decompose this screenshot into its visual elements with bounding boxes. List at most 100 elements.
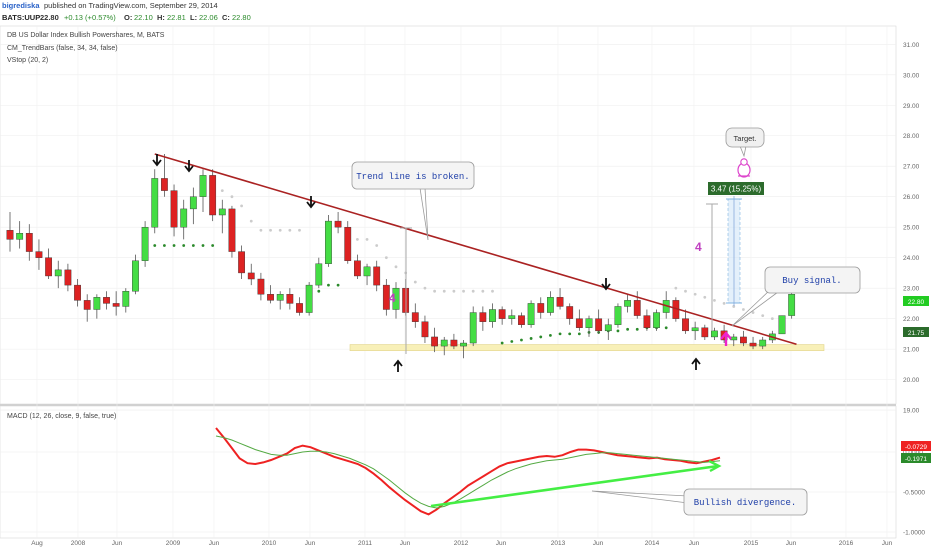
candle <box>199 175 207 197</box>
legend-indicator-macd[interactable]: MACD (12, 26, close, 9, false, true) <box>7 413 116 420</box>
candle <box>93 297 101 310</box>
time-tick-label: Jun <box>209 540 220 547</box>
macd-tick-label: -1.0000 <box>903 530 925 537</box>
candle <box>527 303 535 325</box>
callout-target[interactable]: Target. <box>725 127 765 158</box>
candle <box>556 297 564 307</box>
candle <box>45 257 53 277</box>
candle <box>257 278 265 295</box>
vstop-dot <box>693 292 697 296</box>
macd-tag <box>901 441 931 451</box>
callout-trend-broken[interactable]: Trend line is broken. <box>351 161 475 241</box>
price-tick-label: 24.00 <box>903 255 920 262</box>
time-tick-label: 2014 <box>645 540 660 547</box>
author-link[interactable]: bigrediska <box>2 1 40 10</box>
time-tick-label: 2010 <box>262 540 277 547</box>
candle <box>296 303 303 313</box>
callout-box <box>351 161 475 190</box>
legend-indicator-vstop[interactable]: VStop (20, 2) <box>7 57 48 64</box>
candle <box>749 342 757 347</box>
callout-text: Buy signal. <box>782 276 841 286</box>
candle <box>682 318 689 332</box>
vstop-dot <box>568 332 572 336</box>
signal-arrows <box>152 154 732 372</box>
candle <box>653 312 660 328</box>
callout-box <box>683 488 808 516</box>
vstop-dot <box>481 289 485 293</box>
price-axis[interactable]: 31.00 30.00 29.00 28.00 27.00 26.00 25.00 24.00… <box>903 42 920 415</box>
vstop-tag-text: 21.75 <box>908 330 925 337</box>
measure-badge-text: 3.47 (15.25%) <box>711 185 762 194</box>
candle <box>460 342 467 347</box>
close-label: C: <box>222 13 230 22</box>
candle <box>25 233 33 252</box>
divergence-line[interactable] <box>430 464 719 508</box>
callout-text: Bullish divergence. <box>694 498 797 508</box>
candle <box>276 294 284 301</box>
legend-indicator-trendbars[interactable]: CM_TrendBars (false, 34, 34, false) <box>7 45 118 52</box>
vstop-dot <box>327 283 330 287</box>
divergence-arrow-icon <box>708 459 722 473</box>
candle <box>566 306 574 319</box>
candle <box>103 297 110 304</box>
candle <box>267 294 274 301</box>
candle <box>132 260 139 292</box>
vstop-dot <box>520 338 523 342</box>
vstop-dot <box>500 341 504 345</box>
vstop-dot <box>211 244 215 247</box>
vstop-dot <box>153 244 157 247</box>
candle <box>411 312 419 322</box>
callout-bullish-divergence[interactable]: Bullish divergence. <box>591 488 808 516</box>
vstop-dot <box>172 244 176 247</box>
candle <box>489 309 496 322</box>
candle <box>160 178 168 191</box>
vstop-dot <box>529 337 533 340</box>
time-axis[interactable]: Aug 2008 Jun 2009 Jun 2010 Jun 2011 Jun 2012 Jun 20… <box>31 540 892 547</box>
measure-tools: 3.47 (15.25%) 4 4 <box>389 182 764 354</box>
callout-text: Target. <box>734 134 757 143</box>
vstop-dot <box>713 298 716 302</box>
candle <box>508 315 516 319</box>
trend-line[interactable] <box>154 153 797 346</box>
vstop-dot <box>259 228 263 232</box>
vstop-dot <box>317 289 321 293</box>
vstop-dot <box>539 335 543 339</box>
candle <box>604 324 612 332</box>
price-tick-label: 27.00 <box>903 164 920 171</box>
vstop-dot <box>722 302 726 305</box>
publish-info: published on TradingView.com, September … <box>44 1 218 10</box>
vstop-dot <box>288 228 292 232</box>
vstop-dot <box>732 305 736 308</box>
vstop-dot <box>616 329 620 333</box>
arrow-up-icon <box>691 357 701 370</box>
target-icon <box>737 158 751 178</box>
time-tick-label: 2015 <box>744 540 759 547</box>
signal-line[interactable] <box>215 435 721 509</box>
signal-tag <box>901 453 931 463</box>
vstop-dot <box>664 326 668 330</box>
vstop-dot <box>182 244 186 247</box>
candle <box>382 284 390 310</box>
candle <box>778 315 786 335</box>
macd-line[interactable] <box>215 427 721 516</box>
candle <box>83 300 91 310</box>
price-tick-label: 25.00 <box>903 225 920 232</box>
callout-buy-signal[interactable]: Buy signal. <box>731 266 861 327</box>
open-value: 22.10 <box>134 13 153 22</box>
vstop-dot <box>230 195 234 199</box>
candle <box>170 190 178 228</box>
time-tick-label: 2016 <box>839 540 854 547</box>
time-tick-label: Aug <box>31 540 43 547</box>
candle <box>180 208 188 228</box>
time-tick-label: 2013 <box>551 540 566 547</box>
candle <box>218 208 226 216</box>
callout-text: Trend line is broken. <box>356 172 469 182</box>
legend-title[interactable]: DB US Dollar Index Bullish Powershares, … <box>7 32 165 39</box>
time-tick-label: Jun <box>882 540 893 547</box>
vstop-dot <box>433 289 436 293</box>
candle <box>141 226 149 261</box>
price-tick-label: 30.00 <box>903 72 920 79</box>
support-zone <box>349 344 825 351</box>
low-label: L: <box>190 13 197 22</box>
signal-tag-text: -0.1971 <box>905 456 927 463</box>
